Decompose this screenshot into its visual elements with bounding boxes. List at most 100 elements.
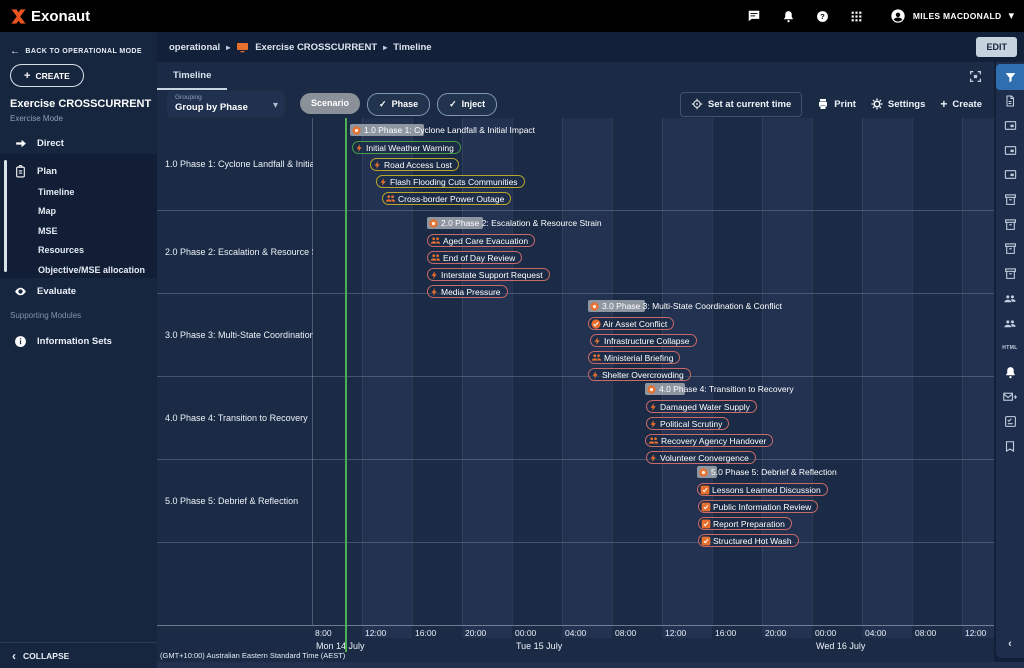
phase-bar[interactable]: 3.0 Phase 3: Multi-State Coordination & … [588, 300, 782, 312]
collapse-button[interactable]: ‹ COLLAPSE [0, 642, 157, 668]
rail-checklist-icon[interactable] [996, 410, 1024, 434]
rail-book-icon[interactable] [996, 435, 1024, 459]
rail-collapse-chevron[interactable]: ‹ [996, 638, 1024, 650]
bolt-icon [430, 287, 439, 297]
breadcrumb-arrow-icon: ▸ [226, 43, 230, 52]
rail-card-icon[interactable] [996, 163, 1024, 187]
apps-grid-icon[interactable] [850, 10, 863, 23]
create-inject-button[interactable]: + Create [940, 97, 982, 111]
filter-chips: Scenario ✓Phase ✓Inject [300, 93, 497, 116]
axis-tick-label: 8:00 [315, 628, 332, 638]
inject-pill[interactable]: Recovery Agency Handover [645, 434, 773, 447]
bolt-icon [649, 402, 658, 412]
inject-pill[interactable]: Volunteer Convergence [646, 451, 756, 464]
inject-pill[interactable]: Infrastructure Collapse [590, 334, 697, 347]
rail-html-icon[interactable]: HTML [996, 336, 1024, 360]
inject-pill[interactable]: Aged Care Evacuation [427, 234, 535, 247]
inject-pill[interactable]: Interstate Support Request [427, 268, 550, 281]
sidebar-item-plan[interactable]: Plan [0, 160, 157, 182]
chip-scenario[interactable]: Scenario [300, 93, 360, 114]
chat-icon[interactable] [747, 9, 761, 23]
edit-button[interactable]: EDIT [976, 37, 1017, 57]
inject-pill[interactable]: Initial Weather Warning [352, 141, 461, 154]
back-to-operational-mode-link[interactable]: ← BACK TO OPERATIONAL MODE [10, 46, 142, 57]
timeline-row: 3.0 Phase 3: Multi-State Coordination...… [157, 294, 994, 377]
rail-bell-icon[interactable] [996, 360, 1024, 384]
rail-card-icon[interactable] [996, 113, 1024, 137]
exercise-screen-icon [236, 42, 249, 53]
rail-filter-icon[interactable] [996, 64, 1024, 90]
inject-pill[interactable]: Air Asset Conflict [588, 317, 674, 330]
inject-pill[interactable]: Report Preparation [698, 517, 792, 530]
exonaut-logo[interactable]: Exonaut [10, 8, 90, 25]
check-icon: ✓ [449, 99, 457, 110]
user-menu[interactable]: MILES MACDONALD ▾ [890, 8, 1014, 24]
bolt-icon [593, 336, 602, 346]
grouping-value: Group by Phase [175, 102, 277, 113]
inject-pill[interactable]: Political Scrutiny [646, 417, 729, 430]
inject-pill[interactable]: Public Information Review [698, 500, 818, 513]
rail-group-icon[interactable] [996, 311, 1024, 335]
sidebar-item-timeline[interactable]: Timeline [38, 182, 74, 201]
phase-icon [590, 302, 599, 311]
inject-pill[interactable]: Structured Hot Wash [698, 534, 799, 547]
rail-card-icon[interactable] [996, 138, 1024, 162]
phase-icon [699, 468, 708, 477]
grouping-select[interactable]: Grouping Group by Phase ▾ [167, 91, 285, 117]
sidebar-item-mse[interactable]: MSE [38, 221, 58, 240]
toolbar-actions: Set at current time Print Settings + Cre… [680, 92, 984, 117]
chip-inject[interactable]: ✓Inject [437, 93, 497, 116]
sidebar-item-resources[interactable]: Resources [38, 241, 84, 260]
create-button[interactable]: + CREATE [10, 64, 84, 87]
rail-group-icon[interactable] [996, 286, 1024, 310]
timeline-chart: 8:0012:0016:0020:0000:0004:0008:0012:001… [157, 118, 994, 652]
sidebar-item-direct[interactable]: Direct [0, 132, 157, 154]
print-button[interactable]: Print [817, 98, 856, 110]
tab-timeline[interactable]: Timeline [157, 62, 227, 90]
sidebar-item-objective-mse-allocation[interactable]: Objective/MSE allocation [38, 260, 145, 279]
sidebar-item-evaluate[interactable]: Evaluate [0, 280, 157, 302]
breadcrumb-item-exercise[interactable]: Exercise CROSSCURRENT [255, 42, 377, 53]
sidebar-item-information-sets[interactable]: Information Sets [0, 330, 157, 352]
settings-button[interactable]: Settings [871, 98, 925, 110]
right-icon-rail: HTML ‹ [996, 62, 1024, 658]
breadcrumb-item-operational[interactable]: operational [169, 42, 220, 53]
phase-bar[interactable]: 2.0 Phase 2: Escalation & Resource Strai… [427, 217, 602, 229]
rail-mail-icon[interactable] [996, 385, 1024, 409]
inject-pill[interactable]: Shelter Overcrowding [588, 368, 691, 381]
axis-line [157, 625, 994, 626]
inject-pill[interactable]: Road Access Lost [370, 158, 459, 171]
plus-icon: + [24, 70, 30, 82]
phase-bar[interactable]: 4.0 Phase 4: Transition to Recovery [645, 383, 794, 395]
inject-pill[interactable]: Ministerial Briefing [588, 351, 680, 364]
inject-pill[interactable]: Damaged Water Supply [646, 400, 757, 413]
fullscreen-icon[interactable] [969, 70, 982, 83]
help-icon[interactable]: ? [816, 10, 829, 23]
rail-archive-icon[interactable] [996, 237, 1024, 261]
inject-pill[interactable]: End of Day Review [427, 251, 522, 264]
rail-archive-icon[interactable] [996, 212, 1024, 236]
inject-pill[interactable]: Cross-border Power Outage [382, 192, 511, 205]
inject-pill[interactable]: Flash Flooding Cuts Communities [376, 175, 525, 188]
sidebar-item-map[interactable]: Map [38, 202, 56, 221]
set-at-current-time-button[interactable]: Set at current time [680, 92, 802, 117]
axis-tick-label: 08:00 [615, 628, 636, 638]
phase-bar[interactable]: 1.0 Phase 1: Cyclone Landfall & Initial … [350, 124, 535, 136]
axis-tick-label: 12:00 [365, 628, 386, 638]
inject-pill[interactable]: Lessons Learned Discussion [697, 483, 828, 496]
rail-archive-icon[interactable] [996, 188, 1024, 212]
axis-date-label: Wed 16 July [816, 641, 865, 651]
chip-phase[interactable]: ✓Phase [367, 93, 430, 116]
phase-bar[interactable]: 5.0 Phase 5: Debrief & Reflection [697, 466, 837, 478]
breadcrumb-row: operational ▸ Exercise CROSSCURRENT ▸ Ti… [157, 32, 1024, 62]
bolt-icon [379, 177, 388, 187]
rail-file-icon[interactable] [996, 89, 1024, 113]
breadcrumb-item-timeline[interactable]: Timeline [393, 42, 431, 53]
topbar-actions: ? MILES MACDONALD ▾ [747, 8, 1014, 24]
breadcrumb: operational ▸ Exercise CROSSCURRENT ▸ Ti… [169, 42, 432, 53]
back-arrow-icon: ← [10, 46, 20, 57]
notifications-bell-icon[interactable] [782, 10, 795, 23]
people-icon [430, 253, 441, 262]
inject-pill[interactable]: Media Pressure [427, 285, 508, 298]
rail-archive-icon[interactable] [996, 262, 1024, 286]
